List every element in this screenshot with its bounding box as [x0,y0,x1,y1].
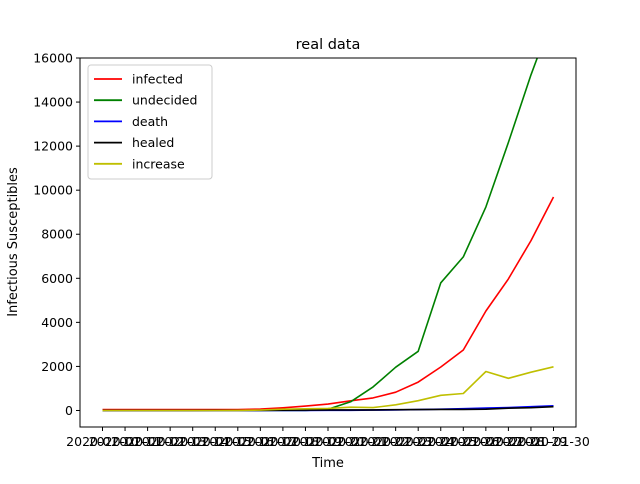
x-tick-label: 2020-01-20 [292,434,365,449]
x-axis-ticks: 2020-01-102020-01-112020-01-122020-01-13… [66,427,590,449]
x-tick-label: 2020-01-16 [201,434,274,449]
x-tick-label: 2020-01-24 [382,434,455,449]
x-tick-label: 2020-01-11 [89,434,162,449]
legend-box [87,64,213,180]
x-tick-label: 2020-01-14 [156,434,229,449]
legend-label-increase: increase [132,156,185,171]
x-tick-label: 2020-01-19 [269,434,342,449]
legend: infected undecided death healed increase [87,64,213,180]
x-tick-label: 2020-01-25 [404,434,477,449]
x-tick-label: 2020-01-30 [517,434,590,449]
x-axis-label: Time [311,456,344,471]
y-tick-label: 8000 [41,227,73,242]
x-tick-label: 2020-01-13 [134,434,207,449]
x-tick-label: 2020-01-21 [314,434,387,449]
x-tick-label: 2020-01-18 [247,434,320,449]
y-tick-label: 12000 [33,139,73,154]
x-tick-label: 2020-01-22 [337,434,410,449]
x-tick-label: 2020-01-28 [472,434,545,449]
y-tick-label: 4000 [41,315,73,330]
x-tick-label: 2020-01-12 [111,434,184,449]
x-tick-label: 2020-01-27 [450,434,523,449]
legend-label-death: death [132,114,168,129]
x-tick-label: 2020-01-15 [179,434,252,449]
y-axis-label: Infectious Susceptibles [6,167,21,317]
y-tick-label: 10000 [33,183,73,198]
legend-label-undecided: undecided [132,93,197,108]
x-tick-label: 2020-01-17 [224,434,297,449]
x-tick-label: 2020-01-10 [66,434,139,449]
y-tick-label: 0 [65,403,73,418]
legend-label-healed: healed [132,135,174,150]
x-tick-label: 2020-01-23 [359,434,432,449]
y-tick-label: 2000 [41,359,73,374]
series-line-increase [102,366,554,412]
legend-label-infected: infected [132,72,183,87]
x-tick-label: 2020-01-26 [427,434,500,449]
y-tick-label: 14000 [33,95,73,110]
y-tick-label: 6000 [41,271,73,286]
x-tick-label: 2020-01-29 [495,434,568,449]
y-axis-ticks: 0 2000 4000 6000 8000 10000 12000 14000 16000 [33,51,80,418]
series-layer [102,58,555,412]
chart-title: real data [296,37,361,53]
y-tick-label: 16000 [33,51,73,66]
